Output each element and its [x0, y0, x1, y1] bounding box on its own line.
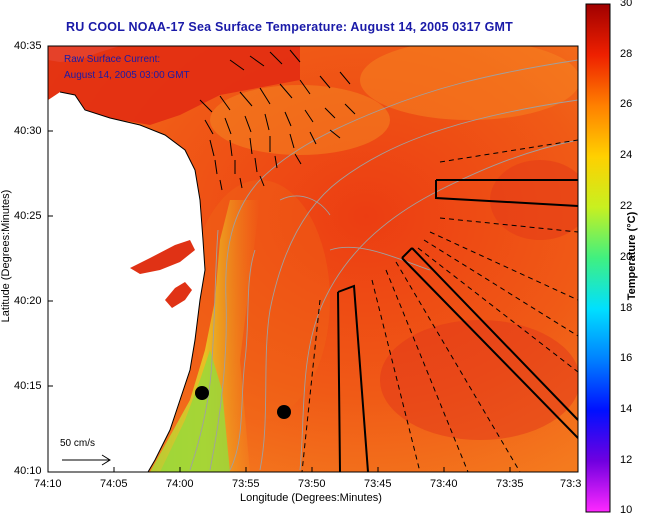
- cb-tick-14: 14: [620, 403, 633, 415]
- cb-tick-16: 16: [620, 352, 633, 364]
- cb-tick-12: 12: [620, 454, 633, 466]
- colorbar-title: Temperature (°C): [626, 211, 638, 301]
- plot-frame: [47, 45, 579, 473]
- x-tick-3: 73:55: [232, 478, 260, 490]
- cb-tick-24: 24: [620, 149, 633, 161]
- x-tick-4: 73:50: [298, 478, 326, 490]
- y-axis-title: Latitude (Degrees:Minutes): [0, 189, 12, 323]
- y-tick-0: 40:35: [14, 40, 42, 52]
- x-tick-8: 73:3: [560, 478, 582, 490]
- x-tick-7: 73:35: [496, 478, 524, 490]
- cb-tick-22: 22: [620, 200, 633, 212]
- x-axis-title: Longitude (Degrees:Minutes): [240, 492, 382, 504]
- station-marker-2: [277, 405, 291, 419]
- station-marker-1: [195, 386, 209, 400]
- cb-tick-18: 18: [620, 302, 633, 314]
- x-tick-6: 73:40: [430, 478, 458, 490]
- y-tick-3: 40:20: [14, 295, 42, 307]
- scale-arrow: [62, 454, 111, 466]
- coverage-lines: [301, 139, 578, 472]
- y-tick-4: 40:15: [14, 380, 42, 392]
- land: [48, 92, 205, 472]
- y-tick-5: 40:10: [14, 465, 42, 477]
- cb-tick-26: 26: [620, 98, 633, 110]
- scale-label: 50 cm/s: [60, 438, 96, 449]
- cb-tick-20: 20: [620, 251, 633, 263]
- x-tick-5: 73:45: [364, 478, 392, 490]
- cb-tick-10: 10: [620, 504, 633, 516]
- current-legend: Raw Surface Current: August 14, 2005 03:…: [64, 52, 190, 84]
- surface-current-vectors: [199, 49, 356, 191]
- y-tick-1: 40:30: [14, 125, 42, 137]
- x-tick-2: 74:00: [166, 478, 194, 490]
- current-label-line2: August 14, 2005 03:00 GMT: [64, 70, 190, 81]
- cb-tick-30: 30: [620, 0, 633, 9]
- y-tick-2: 40:25: [14, 210, 42, 222]
- map-title: RU COOL NOAA-17 Sea Surface Temperature:…: [66, 20, 513, 34]
- bathymetry-contours: [189, 59, 578, 471]
- x-tick-1: 74:05: [100, 478, 128, 490]
- x-tick-0: 74:10: [34, 478, 62, 490]
- current-label-line1: Raw Surface Current:: [64, 54, 161, 65]
- colorbar: [585, 3, 611, 513]
- coastline: [59, 91, 206, 472]
- cb-tick-28: 28: [620, 48, 633, 60]
